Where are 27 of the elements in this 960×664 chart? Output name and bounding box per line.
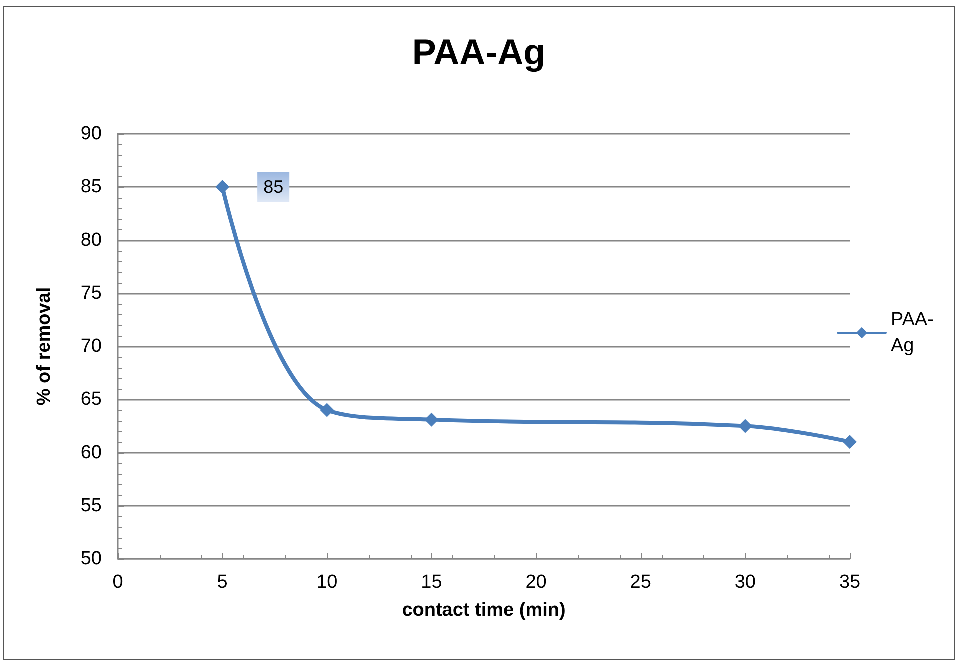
x-axis-title: contact time (min) <box>402 600 566 621</box>
x-tick-label: 35 <box>839 572 861 593</box>
x-tick-label: 10 <box>316 572 338 593</box>
y-tick-label: 75 <box>80 282 102 304</box>
legend-label: PAA-Ag <box>891 310 934 356</box>
y-tick-label: 60 <box>80 442 102 464</box>
x-tick-label: 25 <box>630 572 652 593</box>
y-tick-label: 55 <box>80 495 102 516</box>
point <box>843 435 857 450</box>
point <box>320 403 334 418</box>
y-tick-label: 50 <box>80 548 102 570</box>
y-tick-label: 65 <box>80 389 102 410</box>
x-tick-label: 5 <box>217 572 228 593</box>
x-tick-label: 30 <box>734 572 756 593</box>
data-label: 85 <box>264 177 284 198</box>
chart-title: PAA-Ag <box>412 32 546 72</box>
y-axis-title: % of removal <box>34 287 55 406</box>
point <box>216 180 230 194</box>
y-tick-label: 90 <box>80 124 102 144</box>
y-tick-label: 85 <box>80 176 102 198</box>
x-tick-label: 0 <box>112 572 124 593</box>
point <box>738 419 752 434</box>
y-tick-label: 80 <box>80 230 102 251</box>
point <box>424 412 439 427</box>
x-tick-label: 15 <box>421 572 442 593</box>
x-tick-label: 20 <box>526 572 547 593</box>
y-tick-label: 70 <box>80 336 102 357</box>
